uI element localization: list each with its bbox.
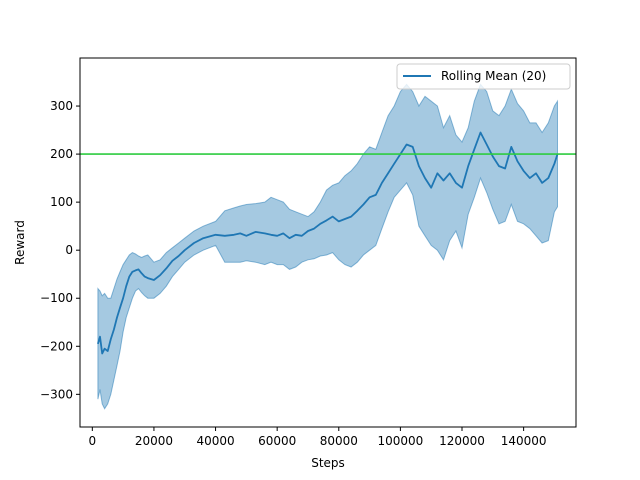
y-tick-label: 200 xyxy=(50,147,73,161)
x-axis-label: Steps xyxy=(311,456,345,470)
legend-label: Rolling Mean (20) xyxy=(441,69,546,83)
y-axis-label: Reward xyxy=(13,220,27,265)
x-tick-label: 140000 xyxy=(501,434,547,448)
x-tick-label: 60000 xyxy=(258,434,296,448)
y-tick-label: 100 xyxy=(50,195,73,209)
legend-box xyxy=(396,63,571,90)
y-tick-label: −300 xyxy=(40,387,73,401)
legend: Rolling Mean (20) xyxy=(396,63,571,90)
y-tick-label: −200 xyxy=(40,339,73,353)
band-layer xyxy=(97,83,558,410)
y-ticks: −300 −200 −100 0 100 200 300 xyxy=(40,99,80,401)
x-tick-label: 0 xyxy=(89,434,97,448)
line-layer xyxy=(97,131,559,355)
x-tick-label: 80000 xyxy=(320,434,358,448)
x-tick-label: 120000 xyxy=(439,434,485,448)
axes-frame xyxy=(79,57,577,428)
x-tick-label: 100000 xyxy=(377,434,423,448)
x-ticks: 0 20000 40000 60000 80000 100000 120000 140000 xyxy=(89,427,547,448)
x-tick-label: 20000 xyxy=(135,434,173,448)
std-band xyxy=(97,83,558,410)
y-tick-label: −100 xyxy=(40,291,73,305)
y-tick-label: 300 xyxy=(50,99,73,113)
y-tick-label: 0 xyxy=(65,243,73,257)
series-line-rolling-mean xyxy=(97,131,559,355)
x-tick-label: 40000 xyxy=(196,434,234,448)
